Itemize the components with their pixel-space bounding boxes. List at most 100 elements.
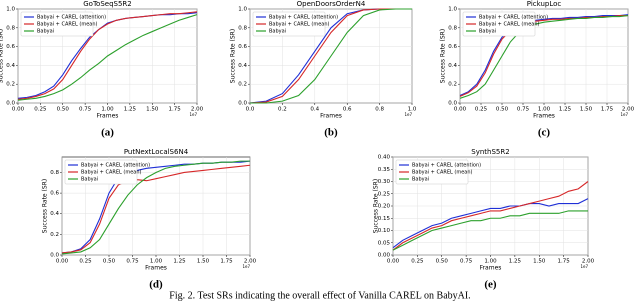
panel-label: (d)	[149, 279, 163, 291]
y-tick-label: 1.0	[6, 7, 15, 13]
x-tick-label: 0.25	[475, 107, 488, 113]
y-tick-label: 0.0	[50, 253, 59, 259]
x-axis-label: Frames	[480, 265, 502, 272]
y-tick-label: 0.8	[448, 25, 457, 31]
x-exponent: 1e7	[189, 112, 197, 117]
panel-label: (a)	[101, 127, 114, 139]
y-tick-label: 0.20	[378, 204, 391, 210]
panel: 0.0 0.2 0.4 0.6 0.8 1.0 0.00 0.25 0.50 0.75 1.00 1.…	[0, 0, 204, 139]
x-tick-label: 2.00	[582, 259, 595, 265]
x-tick-label: 0.25	[34, 107, 47, 113]
x-tick-label: 0.25	[411, 259, 424, 265]
y-tick-label: 0.0	[6, 101, 15, 107]
y-tick-label: 0.2	[50, 232, 59, 238]
y-axis-label: Success Rate (SR)	[230, 29, 237, 83]
x-tick-label: 1.25	[509, 259, 522, 265]
x-tick-label: 1.50	[533, 259, 546, 265]
x-tick-label: 0.00	[387, 259, 400, 265]
y-tick-label: 0.2	[238, 82, 247, 88]
legend-label: Babyai	[269, 29, 286, 35]
y-tick-label: 0.4	[448, 63, 457, 69]
x-tick-label: 1.25	[173, 259, 186, 265]
y-tick-label: 0.2	[448, 82, 457, 88]
legend-label: Babyai + CAREL (attention)	[412, 163, 481, 169]
y-tick-label: 0.2	[6, 82, 15, 88]
y-axis-label: Success Rate (SR)	[373, 179, 380, 233]
x-tick-label: 0.50	[436, 259, 449, 265]
y-tick-label: 0.25	[378, 191, 391, 197]
y-tick-label: 0.8	[238, 25, 247, 31]
x-axis-label: Frames	[145, 265, 167, 272]
legend-box	[395, 159, 469, 185]
series-line	[61, 160, 250, 255]
chart-title: SynthS5R2	[471, 148, 509, 156]
legend-label: Babyai + CAREL (mean)	[412, 170, 472, 176]
x-tick-label: 0.6	[343, 107, 352, 113]
panel: 0.0 0.2 0.4 0.6 0.8 0.00 0.25 0.50 0.75 1.00 1.25 1…	[42, 148, 257, 291]
series-line	[392, 198, 589, 249]
x-tick-label: 1.00	[484, 259, 497, 265]
x-tick-label: 0.50	[496, 107, 509, 113]
x-tick-label: 1.50	[580, 107, 593, 113]
series-line	[459, 14, 629, 96]
x-tick-label: 1.50	[197, 259, 210, 265]
legend-label: Babyai	[479, 29, 496, 35]
legend-label: Babyai + CAREL (mean)	[479, 22, 539, 28]
x-tick-label: 1.50	[146, 107, 159, 113]
x-tick-label: 0.75	[517, 107, 530, 113]
legend-box	[64, 159, 138, 185]
caption: Fig. 2. Test SRs indicating the overall …	[169, 290, 470, 301]
y-tick-label: 0.0	[448, 101, 457, 107]
x-tick-label: 0.0	[246, 107, 255, 113]
legend-box	[462, 11, 536, 37]
legend-label: Babyai + CAREL (mean)	[37, 22, 97, 28]
series-line	[392, 181, 589, 251]
legend-box	[252, 11, 326, 37]
y-tick-label: 1.0	[238, 7, 247, 13]
series-line	[17, 14, 198, 101]
x-tick-label: 0.75	[126, 259, 139, 265]
legend-label: Babyai + CAREL (attention)	[269, 15, 338, 21]
chart-title: GoToSeqS5R2	[83, 0, 131, 8]
x-tick-label: 0.75	[79, 107, 92, 113]
x-tick-label: 2.00	[244, 259, 257, 265]
panel-label: (e)	[484, 279, 497, 291]
x-tick-label: 2.00	[622, 107, 635, 113]
chart-title: PutNextLocalS6N4	[124, 148, 189, 156]
y-tick-label: 0.4	[50, 211, 59, 217]
y-tick-label: 0.4	[238, 63, 247, 69]
legend-box	[20, 11, 94, 37]
y-tick-label: 0.4	[6, 63, 15, 69]
series-line	[17, 12, 198, 99]
x-tick-label: 1.75	[220, 259, 233, 265]
legend-label: Babyai + CAREL (attention)	[37, 15, 106, 21]
series-line	[17, 11, 198, 100]
series-line	[459, 15, 629, 99]
x-tick-label: 0.8	[375, 107, 384, 113]
legend-label: Babyai + CAREL (attention)	[479, 15, 548, 21]
x-tick-label: 1.00	[150, 259, 163, 265]
y-tick-label: 0.35	[378, 167, 391, 173]
x-tick-label: 2.00	[191, 107, 204, 113]
chart-title: PickupLoc	[527, 0, 562, 8]
legend-label: Babyai + CAREL (mean)	[81, 170, 141, 176]
x-tick-label: 1.75	[169, 107, 182, 113]
x-tick-label: 1.75	[558, 259, 571, 265]
x-tick-label: 0.4	[310, 107, 319, 113]
x-tick-label: 1.00	[538, 107, 551, 113]
x-tick-label: 0.50	[57, 107, 70, 113]
x-tick-label: 1.75	[601, 107, 614, 113]
x-exponent: 1e7	[404, 112, 412, 117]
y-tick-label: 0.15	[378, 216, 391, 222]
x-axis-label: Frames	[97, 113, 119, 120]
panel: 0.00 0.05 0.10 0.15 0.20 0.25 0.30 0.35 0.40 0.00…	[373, 148, 595, 291]
y-tick-label: 0.0	[238, 101, 247, 107]
x-axis-label: Frames	[320, 113, 342, 120]
x-tick-label: 1.25	[559, 107, 572, 113]
series-line	[392, 210, 588, 251]
y-tick-label: 0.6	[6, 44, 15, 50]
panel: 0.0 0.2 0.4 0.6 0.8 1.0 0.00 0.25 0.50 0.75 1.00 1.…	[440, 0, 635, 139]
y-axis-label: Success Rate (SR)	[0, 29, 5, 83]
y-tick-label: 0.8	[6, 25, 15, 31]
